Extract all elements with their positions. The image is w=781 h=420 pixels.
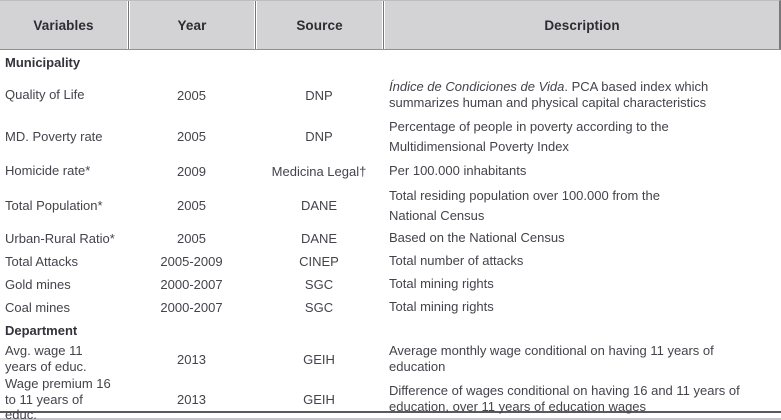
description-line: Total residing population over 100.000 f… [389,188,661,204]
variable-cell: MD. Poverty rate [5,128,103,144]
source-cell: SGC [304,300,334,315]
description-italic-part: Índice de Condiciones de Vida [389,78,565,94]
description-cell: Difference of wages conditional on havin… [389,383,740,415]
table-row-md-poverty-rate: MD. Poverty rate 2005 DNP Percentage of … [0,115,781,158]
description-cell: Based on the National Census [389,230,565,246]
table-row-quality-of-life: Quality of Life 2005 DNP Índice de Condi… [0,75,781,115]
table-row-total-population: Total Population* 2005 DANE Total residi… [0,184,781,227]
table-row-avg-wage: Avg. wage 11 years of educ. 2013 GEIH Av… [0,342,781,376]
column-header-year: Year [177,17,207,33]
table-row-urban-rural-ratio: Urban-Rural Ratio* 2005 DANE Based on th… [0,227,781,250]
source-cell: DNP [305,87,333,103]
year-cell: 2013 [177,351,206,367]
variable-cell: Quality of Life [5,87,85,103]
column-header-source: Source [296,17,343,33]
description-cell: Total mining rights [389,276,494,292]
year-cell: 2009 [177,163,206,179]
table-row-wage-premium: Wage premium 16 to 11 years of educ. 201… [0,376,781,420]
variable-cell: Total Attacks [5,253,78,269]
table-row-gold-mines: Gold mines 2000-2007 SGC Total mining ri… [0,273,781,296]
year-cell: 2013 [177,391,206,407]
year-cell: 2000-2007 [160,277,223,292]
source-cell: Medicina Legal† [271,163,367,179]
source-cell: GEIH [303,391,335,407]
description-cell: Total number of attacks [389,253,524,269]
column-header-variables: Variables [33,17,94,33]
source-cell: SGC [304,277,334,292]
description-line: Percentage of people in poverty accordin… [389,119,669,135]
description-line: Multidimensional Poverty Index [389,138,569,154]
column-header-description: Description [544,17,620,33]
variable-cell: Total Population* [5,197,103,213]
source-cell: DNP [305,129,333,144]
variable-cell: Urban-Rural Ratio* [5,230,115,246]
year-cell: 2005 [177,129,206,144]
header-column-divider [254,1,257,49]
table-header-row: Variables Year Source Description [0,0,781,50]
description-cell: Total mining rights [389,299,494,315]
year-cell: 2005-2009 [160,254,223,269]
source-cell: GEIH [303,351,335,367]
variable-cell: Wage premium 16 to 11 years of educ. [5,376,111,420]
variable-cell: Gold mines [5,276,71,292]
variable-cell: Avg. wage 11 years of educ. [5,343,87,374]
header-column-divider [382,1,385,49]
source-cell: DANE [300,231,338,246]
table-row-homicide-rate: Homicide rate* 2009 Medicina Legal† Per … [0,158,781,184]
section-header-department: Department [0,319,781,342]
year-cell: 2005 [177,231,206,246]
table-row-total-attacks: Total Attacks 2005-2009 CINEP Total numb… [0,250,781,273]
year-cell: 2005 [177,198,206,213]
variable-cell: Coal mines [5,299,71,315]
source-cell: CINEP [299,254,339,269]
description-cell: Per 100.000 inhabitants [389,162,527,178]
section-title: Municipality [5,55,81,70]
description-cell: Índice de Condiciones de Vida. PCA based… [383,79,781,112]
table-row-coal-mines: Coal mines 2000-2007 SGC Total mining ri… [0,296,781,319]
header-column-divider [127,1,130,49]
source-cell: DANE [300,198,338,213]
variable-cell: Homicide rate* [5,163,91,179]
description-cell: Percentage of people in poverty accordin… [383,115,781,158]
description-cell: Average monthly wage conditional on havi… [389,342,714,374]
description-rest-part: . PCA based index which summarizes human… [389,78,709,110]
year-cell: 2005 [177,87,206,103]
table-bottom-rule [0,411,781,420]
description-cell: Total residing population over 100.000 f… [383,184,781,227]
section-title: Department [5,323,78,338]
section-header-municipality: Municipality [0,50,781,75]
description-line: National Census [389,207,485,223]
year-cell: 2000-2007 [160,300,223,315]
